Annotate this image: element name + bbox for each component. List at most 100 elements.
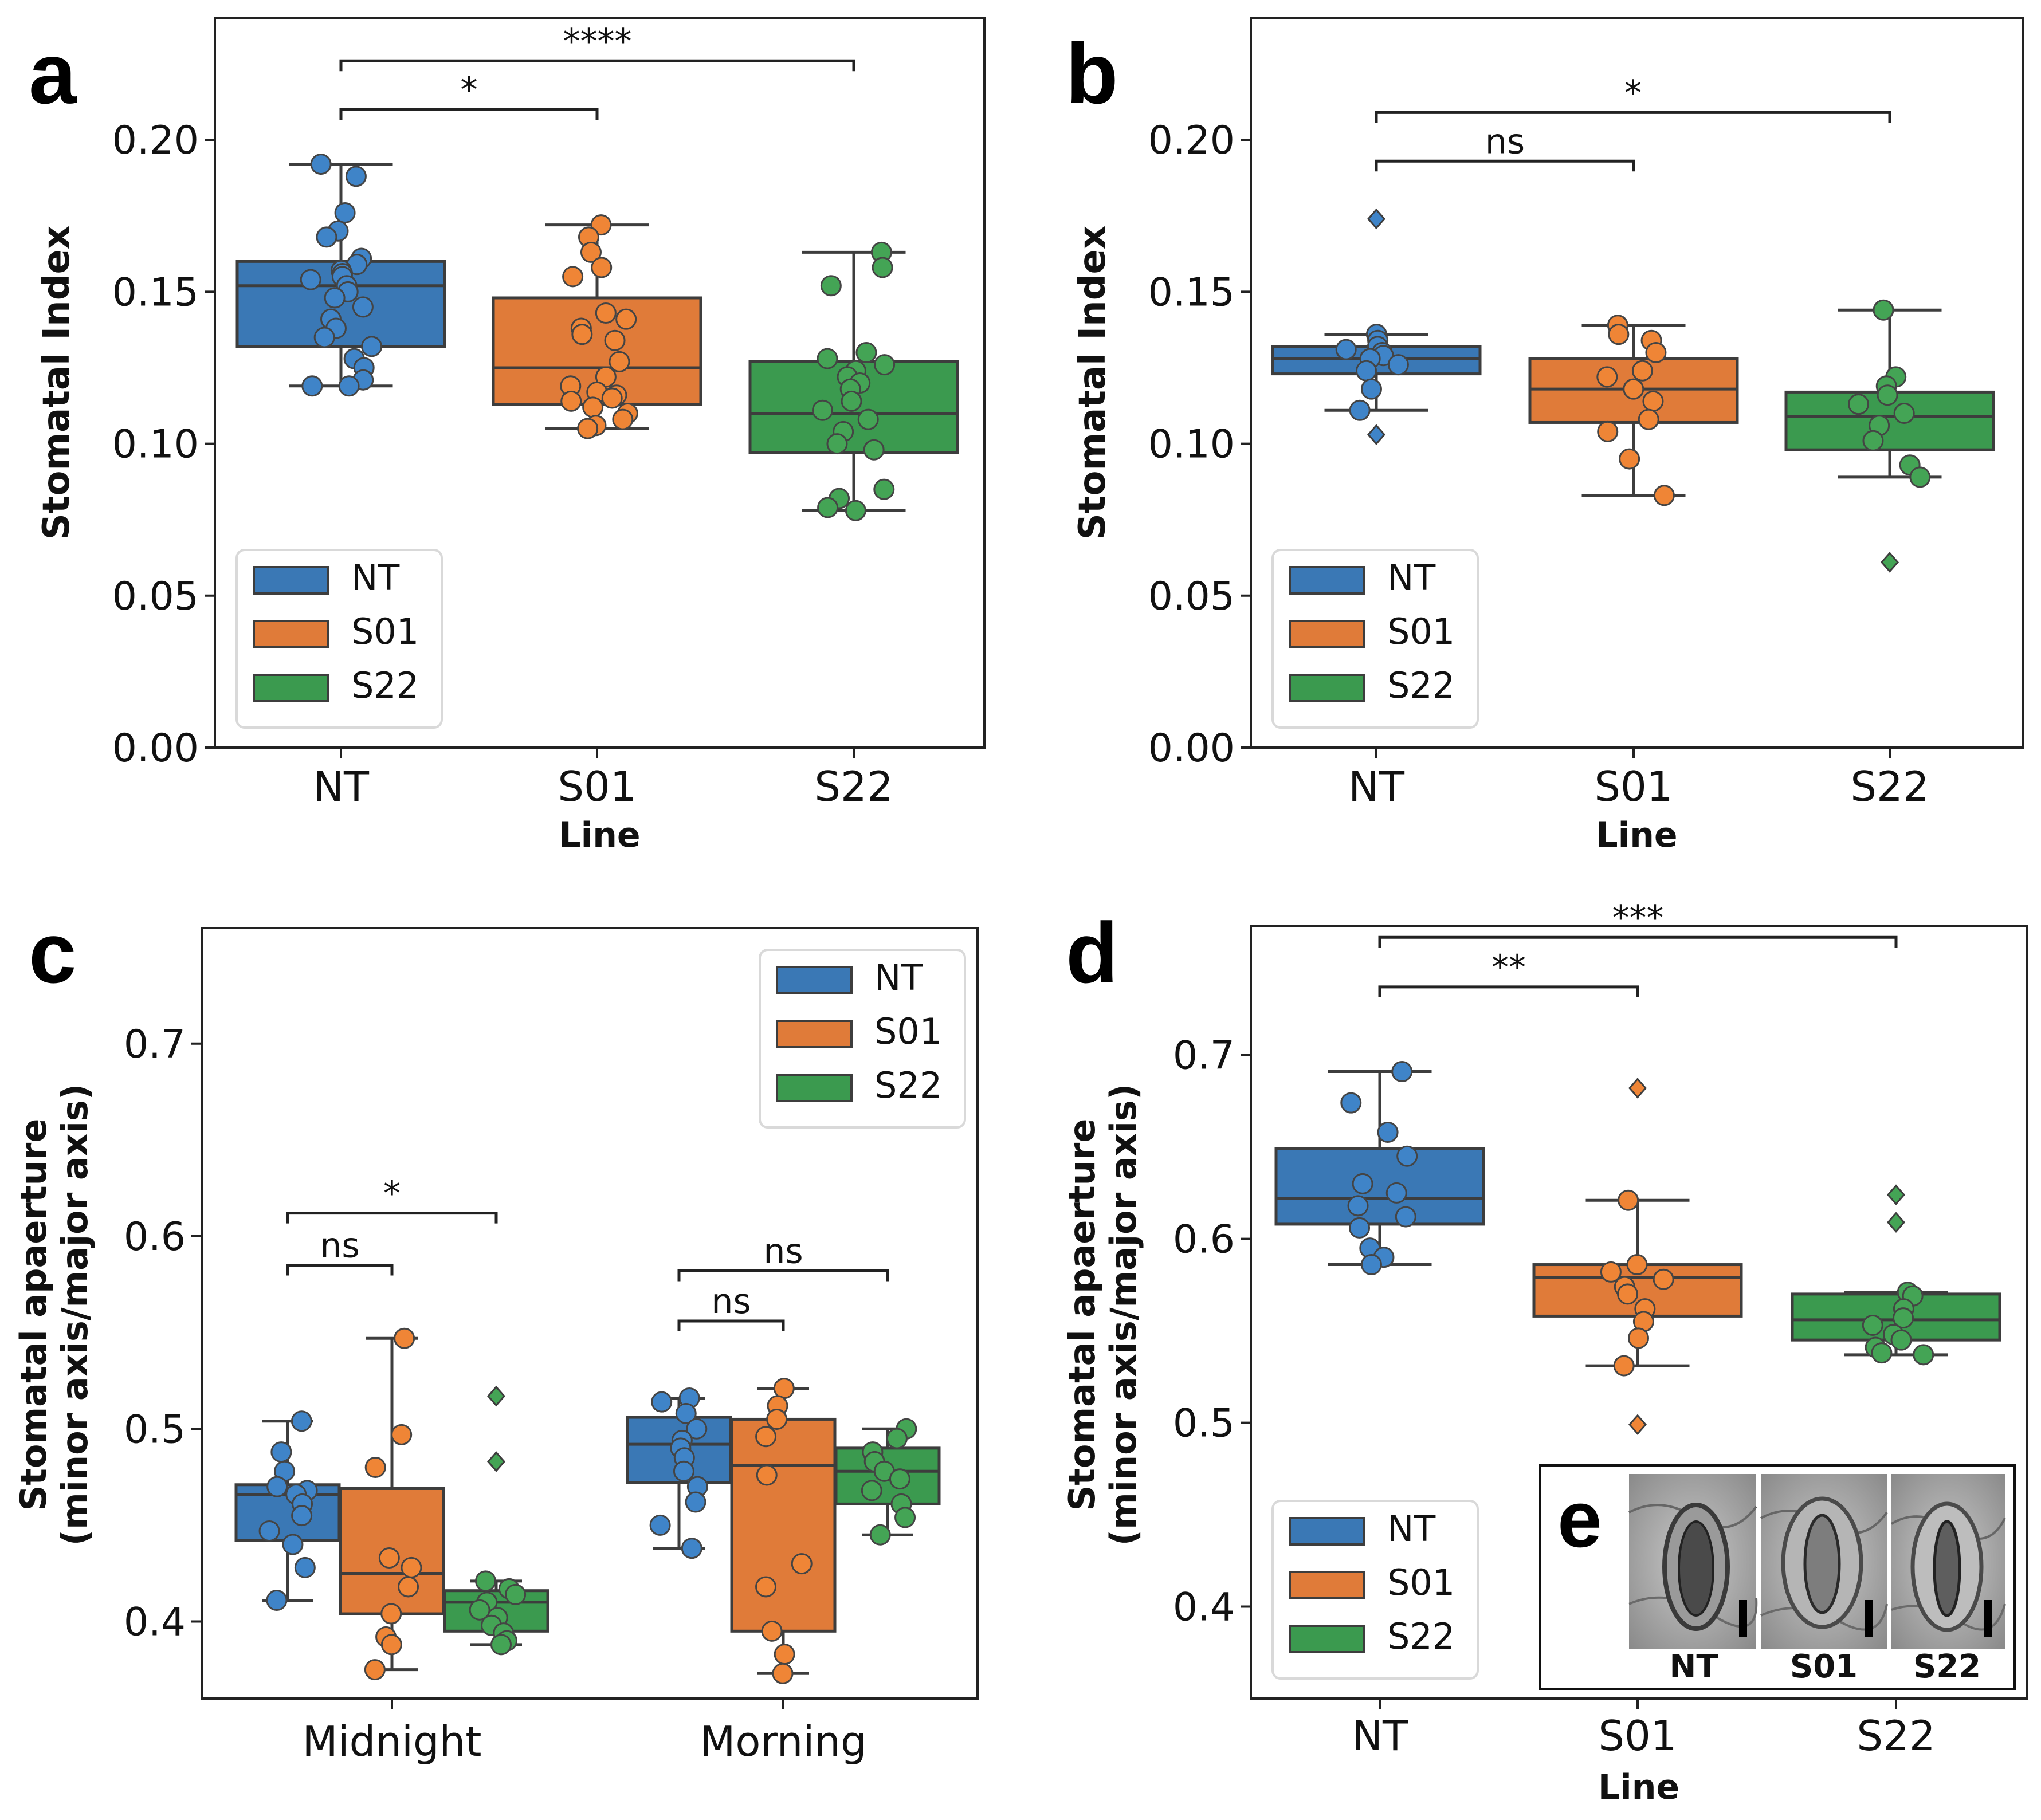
data-point — [1340, 1092, 1362, 1114]
data-point — [651, 1391, 673, 1413]
data-point — [380, 1603, 402, 1625]
x-tick-label: Midnight — [302, 1717, 481, 1766]
data-point — [1873, 299, 1894, 321]
data-point — [756, 1464, 778, 1486]
data-point — [324, 287, 346, 309]
y-tick-label: 0.5 — [124, 1407, 186, 1452]
legend-swatch-s01 — [776, 1020, 853, 1048]
legend-swatch-s22 — [1289, 1625, 1365, 1653]
outlier-point — [487, 1451, 505, 1472]
legend-swatch-s22 — [1289, 674, 1365, 702]
data-point — [1335, 339, 1357, 360]
significance-label: *** — [1612, 898, 1664, 938]
data-point — [681, 1538, 702, 1559]
panel-e-inset: e NT S01 S22 — [1539, 1464, 2016, 1690]
y-tick-label: 0.5 — [1173, 1401, 1235, 1446]
significance-bracket — [286, 1212, 498, 1224]
data-point — [1617, 1283, 1639, 1305]
x-tick-label: NT — [313, 762, 370, 811]
data-point — [873, 478, 895, 500]
data-point — [1360, 1254, 1382, 1276]
stoma-image-nt — [1628, 1474, 1758, 1649]
inset-label-nt: NT — [1669, 1648, 1718, 1685]
legend-label: NT — [1387, 557, 1436, 599]
significance-label: ns — [763, 1232, 803, 1272]
legend-label: S22 — [351, 665, 419, 706]
data-point — [686, 1418, 708, 1440]
data-point — [817, 348, 838, 369]
significance-label: **** — [563, 21, 632, 61]
panel-letter-d: d — [1066, 905, 1118, 1001]
legend-swatch-s01 — [1289, 1571, 1365, 1599]
significance-label: * — [461, 70, 478, 110]
data-point — [872, 257, 893, 278]
data-point — [1626, 1254, 1648, 1276]
data-point — [571, 324, 593, 345]
data-point — [364, 1457, 386, 1478]
data-point — [886, 1428, 908, 1449]
data-point — [685, 1491, 706, 1513]
data-point — [345, 166, 367, 187]
legend-label: S22 — [1387, 665, 1455, 706]
data-point — [352, 296, 374, 318]
data-point — [391, 1424, 413, 1445]
significance-bracket — [1378, 985, 1639, 997]
y-axis-label: Stomatal Index — [36, 226, 78, 540]
data-point — [857, 408, 879, 430]
data-point — [855, 341, 877, 363]
y-tick-label: 0.05 — [112, 574, 199, 619]
data-point — [826, 433, 848, 455]
x-tick-label: S22 — [1856, 1712, 1935, 1760]
significance-bracket — [339, 108, 599, 120]
y-tick-label: 0.10 — [1148, 422, 1235, 467]
legend-label: S22 — [1387, 1615, 1455, 1657]
plot-frame — [214, 17, 986, 749]
legend-label: S01 — [351, 611, 419, 652]
data-point — [316, 226, 337, 248]
data-point — [490, 1634, 512, 1656]
legend: NT S01 S22 — [1271, 1500, 1479, 1680]
data-point — [1355, 360, 1377, 382]
legend-swatch-s22 — [776, 1074, 853, 1102]
data-point — [1352, 1173, 1373, 1194]
legend-label: NT — [874, 957, 923, 999]
y-axis-label-line: (minor axis/major axis) — [54, 1084, 96, 1546]
data-point — [595, 302, 617, 324]
data-point — [1608, 324, 1630, 345]
inset-label-s22: S22 — [1913, 1648, 1981, 1685]
legend-label: NT — [1387, 1508, 1436, 1550]
data-point — [609, 351, 630, 372]
stoma-image-s22 — [1890, 1474, 2006, 1649]
x-tick-label: NT — [1352, 1712, 1408, 1760]
data-point — [310, 154, 332, 175]
panel-letter-e: e — [1557, 1474, 1602, 1564]
data-point — [505, 1583, 527, 1605]
significance-label: ns — [711, 1282, 751, 1322]
data-point — [475, 1570, 497, 1592]
significance-label: * — [383, 1174, 401, 1214]
data-point — [361, 336, 383, 357]
panel-c-chart: 0.4 0.5 0.6 0.7 Stomatal apaerture(minor axi… — [13, 927, 979, 1766]
outlier-point — [1628, 1414, 1647, 1436]
data-point — [1893, 1307, 1914, 1329]
data-point — [338, 375, 360, 397]
x-axis-label: Line — [1598, 1767, 1679, 1807]
legend-swatch-nt — [776, 966, 853, 994]
data-point — [266, 1590, 288, 1611]
y-tick-label: 0.00 — [1148, 726, 1235, 771]
data-point — [1862, 430, 1884, 451]
outlier-point — [1367, 208, 1385, 230]
data-point — [1909, 466, 1931, 488]
data-point — [258, 1520, 280, 1542]
data-point — [1596, 366, 1618, 388]
y-tick-label: 0.15 — [1148, 270, 1235, 315]
data-point — [869, 1524, 891, 1546]
data-point — [562, 266, 584, 288]
data-point — [282, 1534, 304, 1555]
inset-label-s01: S01 — [1790, 1648, 1858, 1685]
x-tick-label: S01 — [1594, 762, 1673, 811]
stoma-image-s01 — [1760, 1474, 1888, 1649]
x-axis-label: Line — [1596, 815, 1677, 855]
data-point — [612, 408, 634, 430]
